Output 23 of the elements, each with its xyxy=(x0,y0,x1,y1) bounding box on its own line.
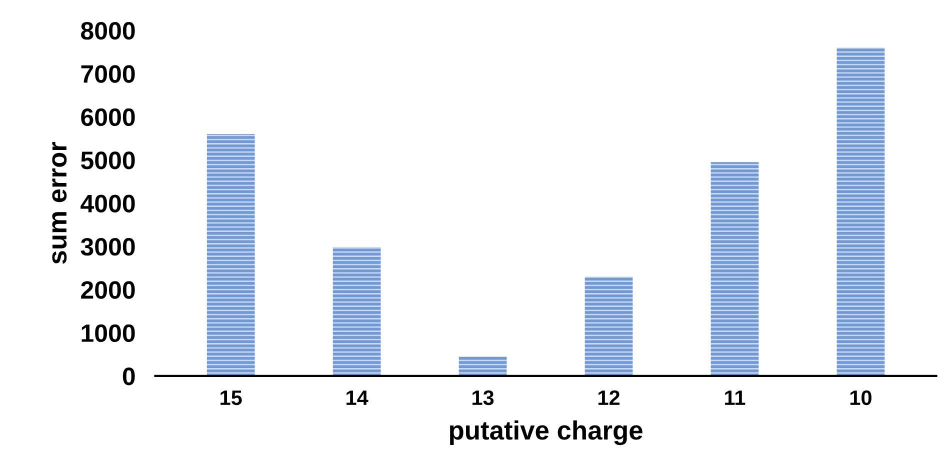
x-tick-label: 14 xyxy=(346,390,368,405)
y-axis-title: sum error xyxy=(52,142,67,264)
bar xyxy=(332,247,381,376)
x-tick-label: 13 xyxy=(472,390,494,406)
y-tick-label: 2000 xyxy=(81,281,135,299)
x-tick-label: 12 xyxy=(598,390,620,405)
x-tick-label: 15 xyxy=(220,390,242,406)
y-tick-label: 5000 xyxy=(80,152,135,170)
x-tick-label: 11 xyxy=(725,390,746,405)
y-tick-label: 3000 xyxy=(80,238,135,256)
y-tick-label: 7000 xyxy=(81,65,135,83)
y-tick-label: 0 xyxy=(122,368,135,386)
y-tick-label: 4000 xyxy=(80,194,135,212)
y-tick-label: 6000 xyxy=(81,108,135,126)
bar xyxy=(206,134,255,376)
x-axis-title: putative charge xyxy=(450,420,642,446)
x-tick-label: 10 xyxy=(850,390,872,406)
y-tick-label: 1000 xyxy=(82,324,135,342)
bar xyxy=(710,162,759,376)
bar xyxy=(584,276,633,376)
bar xyxy=(836,48,885,376)
bar xyxy=(458,356,507,376)
y-tick-label: 8000 xyxy=(81,22,135,40)
